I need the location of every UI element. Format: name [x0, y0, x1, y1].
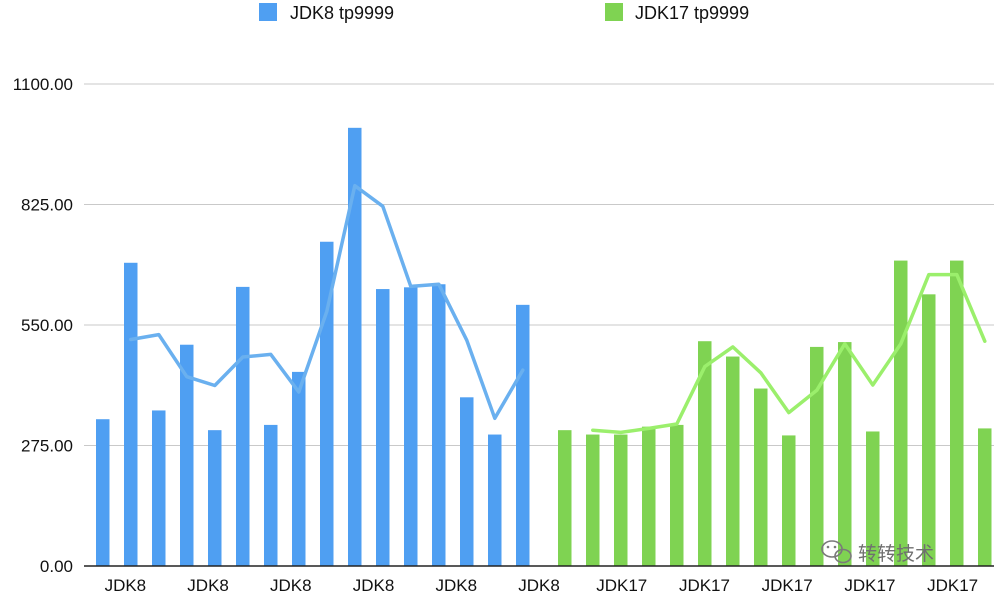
bar-jdk8	[236, 286, 250, 566]
bar-jdk17	[558, 430, 572, 566]
y-axis-tick-labels: 0.00 275.00 550.00 825.00 1100.00	[13, 75, 73, 576]
bar-jdk8	[152, 410, 166, 566]
x-tick-label: JDK8	[435, 576, 477, 595]
bar-jdk8	[180, 344, 194, 566]
x-tick-label: JDK17	[762, 576, 813, 595]
x-tick-label: JDK17	[927, 576, 978, 595]
bar-jdk17	[922, 294, 936, 566]
bar-jdk8	[516, 304, 530, 566]
trendline-jdk17	[591, 272, 987, 435]
bar-jdk8	[404, 287, 418, 566]
bar-jdk17	[754, 388, 768, 566]
bar-jdk8	[432, 284, 446, 566]
legend-swatch-jdk8	[259, 3, 277, 21]
legend-label-jdk8: JDK8 tp9999	[290, 3, 394, 23]
bar-jdk8	[376, 289, 390, 566]
bar-jdk8	[488, 434, 502, 566]
bar-jdk17	[726, 356, 740, 566]
y-tick-label: 0.00	[40, 557, 73, 576]
trendline-jdk8	[129, 183, 525, 421]
x-tick-label: JDK17	[596, 576, 647, 595]
watermark: 转转技术	[821, 540, 934, 565]
bar-jdk17	[838, 342, 852, 566]
watermark-text: 转转技术	[858, 543, 934, 565]
x-axis-tick-labels: JDK8 JDK8 JDK8 JDK8 JDK8 JDK8 JDK17 JDK17 JDK17 J…	[105, 576, 979, 595]
bar-jdk17	[978, 428, 992, 566]
x-tick-label: JDK8	[105, 576, 147, 595]
x-tick-label: JDK8	[518, 576, 560, 595]
bar-jdk8	[264, 424, 278, 566]
bar-jdk17	[670, 424, 684, 566]
wechat-logo-icon	[821, 540, 852, 564]
bar-jdk17	[950, 260, 964, 566]
x-tick-label: JDK17	[844, 576, 895, 595]
bar-jdk8	[208, 430, 222, 566]
x-tick-label: JDK8	[187, 576, 229, 595]
bar-jdk17	[894, 260, 908, 566]
bar-jdk17	[614, 434, 628, 566]
y-tick-label: 550.00	[21, 316, 73, 335]
bar-jdk17	[782, 435, 796, 566]
x-tick-label: JDK8	[270, 576, 312, 595]
y-tick-label: 1100.00	[13, 75, 73, 94]
gridlines	[84, 83, 994, 446]
x-tick-label: JDK8	[353, 576, 395, 595]
legend-label-jdk17: JDK17 tp9999	[635, 3, 749, 23]
legend-item-jdk17: JDK17 tp9999	[605, 3, 749, 23]
bar-jdk8	[460, 397, 474, 566]
trend-lines	[129, 183, 987, 435]
bar-jdk8	[292, 371, 306, 566]
bar-jdk8	[348, 127, 362, 567]
legend-swatch-jdk17	[605, 3, 623, 21]
bar-jdk17	[698, 341, 712, 566]
legend-item-jdk8: JDK8 tp9999	[259, 3, 394, 23]
y-tick-label: 825.00	[21, 196, 73, 215]
y-tick-label: 275.00	[21, 437, 73, 456]
bar-jdk8	[124, 262, 138, 566]
bar-jdk8	[96, 419, 110, 566]
bar-jdk17	[810, 346, 824, 566]
bar-jdk17	[586, 434, 600, 566]
bar-jdk17	[866, 431, 880, 566]
x-tick-label: JDK17	[679, 576, 730, 595]
bar-jdk17	[642, 426, 656, 566]
bars	[96, 127, 992, 567]
legend: JDK8 tp9999 JDK17 tp9999	[259, 3, 749, 23]
